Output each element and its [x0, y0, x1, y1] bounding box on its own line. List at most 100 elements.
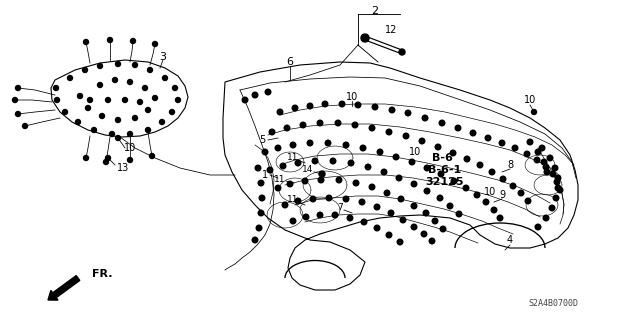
Circle shape: [355, 102, 361, 108]
Circle shape: [455, 125, 461, 131]
Circle shape: [544, 169, 550, 175]
Circle shape: [86, 106, 90, 110]
Circle shape: [396, 175, 402, 181]
Circle shape: [339, 101, 345, 107]
Circle shape: [302, 178, 308, 184]
Circle shape: [463, 185, 468, 191]
Circle shape: [531, 109, 536, 115]
Circle shape: [543, 215, 548, 221]
Circle shape: [330, 158, 336, 164]
Text: 1: 1: [262, 170, 268, 180]
Circle shape: [492, 207, 497, 213]
Circle shape: [106, 98, 111, 102]
Circle shape: [252, 237, 258, 243]
Circle shape: [374, 225, 380, 231]
Circle shape: [435, 144, 441, 150]
Circle shape: [348, 160, 354, 166]
Circle shape: [115, 62, 120, 66]
Circle shape: [499, 140, 505, 146]
Circle shape: [310, 196, 316, 202]
Circle shape: [552, 165, 558, 171]
Circle shape: [255, 165, 261, 171]
Circle shape: [369, 125, 375, 131]
Circle shape: [242, 97, 248, 103]
Circle shape: [437, 195, 443, 201]
Text: B-6: B-6: [432, 153, 453, 163]
Circle shape: [409, 159, 415, 165]
Circle shape: [388, 210, 394, 216]
Circle shape: [145, 108, 150, 113]
Circle shape: [127, 79, 132, 85]
Circle shape: [377, 149, 383, 155]
Circle shape: [525, 198, 531, 204]
Circle shape: [535, 149, 541, 155]
Circle shape: [359, 199, 365, 205]
Circle shape: [115, 136, 120, 140]
Circle shape: [13, 98, 17, 102]
Circle shape: [543, 164, 548, 170]
Circle shape: [424, 188, 430, 194]
Circle shape: [290, 142, 296, 148]
Circle shape: [307, 140, 313, 146]
Circle shape: [343, 196, 349, 202]
Circle shape: [500, 176, 506, 182]
Text: 2: 2: [371, 6, 379, 16]
Text: 11: 11: [275, 175, 285, 184]
Circle shape: [290, 218, 296, 224]
Circle shape: [317, 120, 323, 126]
Circle shape: [512, 145, 518, 151]
Circle shape: [88, 98, 93, 102]
Circle shape: [145, 128, 150, 132]
Circle shape: [447, 203, 453, 209]
Circle shape: [295, 198, 301, 204]
Circle shape: [159, 120, 164, 124]
Circle shape: [510, 183, 516, 189]
Circle shape: [300, 122, 306, 128]
Circle shape: [122, 98, 127, 102]
Circle shape: [108, 38, 113, 42]
Circle shape: [464, 156, 470, 162]
Text: 10: 10: [524, 95, 536, 105]
Text: 10: 10: [124, 143, 136, 153]
Circle shape: [372, 104, 378, 110]
Circle shape: [541, 159, 547, 165]
Circle shape: [319, 171, 325, 177]
Circle shape: [553, 195, 559, 201]
Text: 32125: 32125: [425, 177, 463, 187]
Circle shape: [67, 76, 72, 80]
Circle shape: [54, 85, 58, 91]
Circle shape: [15, 85, 20, 91]
Circle shape: [275, 185, 281, 191]
Circle shape: [63, 109, 67, 115]
Circle shape: [83, 155, 88, 160]
Circle shape: [412, 203, 417, 209]
Circle shape: [400, 217, 406, 223]
Circle shape: [83, 68, 88, 72]
Circle shape: [54, 98, 60, 102]
Circle shape: [405, 110, 411, 116]
Circle shape: [115, 117, 120, 122]
Circle shape: [365, 164, 371, 170]
Circle shape: [109, 131, 115, 137]
Circle shape: [557, 187, 563, 193]
Circle shape: [97, 63, 102, 69]
Circle shape: [403, 133, 409, 139]
Circle shape: [113, 78, 118, 83]
Circle shape: [143, 85, 147, 91]
Circle shape: [175, 98, 180, 102]
Circle shape: [106, 155, 111, 160]
Circle shape: [450, 150, 456, 156]
Circle shape: [258, 180, 264, 186]
Circle shape: [325, 140, 331, 146]
Text: S2A4B0700D: S2A4B0700D: [528, 299, 578, 308]
Circle shape: [361, 34, 369, 42]
Circle shape: [518, 190, 524, 196]
Circle shape: [412, 224, 417, 230]
Circle shape: [22, 123, 28, 129]
Circle shape: [150, 153, 154, 159]
Circle shape: [485, 135, 491, 141]
Circle shape: [489, 169, 495, 175]
Circle shape: [131, 39, 136, 43]
Circle shape: [374, 204, 380, 210]
Circle shape: [397, 239, 403, 245]
